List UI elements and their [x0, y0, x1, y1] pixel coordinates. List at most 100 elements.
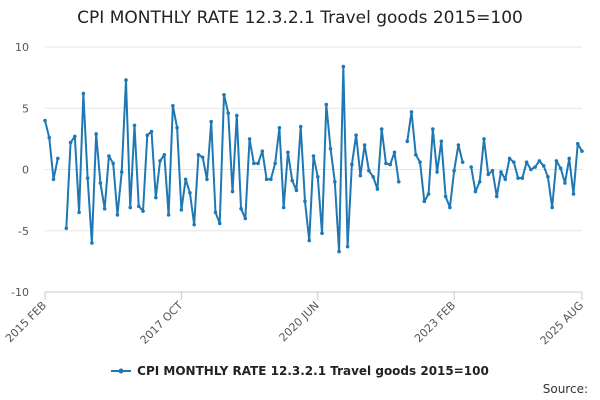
data-point — [516, 176, 520, 180]
data-point — [90, 241, 94, 245]
data-point — [260, 149, 265, 153]
data-point — [162, 153, 167, 157]
data-point — [128, 205, 133, 210]
data-point — [362, 143, 367, 147]
chart-title: CPI MONTHLY RATE 12.3.2.1 Travel goods 2… — [77, 8, 523, 28]
legend-label: CPI MONTHLY RATE 12.3.2.1 Travel goods 2… — [137, 364, 489, 378]
data-point — [388, 162, 393, 167]
x-tick-label: 2023 FEB — [412, 299, 458, 345]
y-tick-label: 5 — [22, 102, 29, 115]
data-point — [571, 192, 576, 196]
data-point — [550, 205, 554, 210]
data-point — [452, 168, 456, 173]
data-point — [541, 164, 546, 168]
data-point — [507, 156, 512, 161]
data-point — [460, 160, 465, 164]
data-point — [209, 119, 214, 124]
data-point — [149, 129, 154, 134]
data-point — [575, 141, 580, 146]
series-line — [44, 120, 59, 181]
data-point — [68, 140, 73, 145]
data-point — [354, 133, 358, 137]
data-point — [141, 209, 145, 213]
data-point — [286, 150, 290, 155]
grid-lines — [45, 46, 582, 232]
data-point — [405, 139, 410, 144]
data-point — [264, 177, 269, 182]
y-tick-label: -5 — [18, 225, 29, 238]
legend: CPI MONTHLY RATE 12.3.2.1 Travel goods 2… — [0, 364, 600, 379]
data-point — [252, 161, 256, 166]
data-point — [200, 155, 205, 160]
data-point — [154, 195, 158, 200]
data-point — [337, 249, 341, 254]
data-point — [145, 133, 150, 137]
data-point — [222, 92, 226, 97]
data-point — [563, 181, 567, 185]
data-point — [273, 161, 277, 166]
data-point — [345, 244, 350, 249]
data-point — [175, 126, 179, 130]
data-point — [179, 208, 184, 212]
data-point — [324, 102, 329, 107]
data-point — [580, 149, 584, 153]
data-point — [554, 159, 559, 163]
data-point — [320, 231, 324, 235]
data-point — [281, 205, 286, 210]
data-point — [47, 135, 52, 140]
data-point — [533, 165, 537, 169]
data-point — [171, 104, 175, 108]
x-tick-label: 2020 JUN — [277, 299, 322, 344]
data-point — [371, 175, 375, 179]
y-axis: 10 5 0 -5 -10 — [11, 41, 29, 299]
data-point — [81, 91, 86, 96]
data-point — [102, 206, 107, 211]
data-point — [367, 168, 371, 173]
data-point — [333, 179, 337, 184]
data-point — [431, 127, 435, 131]
y-tick-label: 10 — [15, 41, 29, 54]
data-point — [217, 221, 222, 226]
data-point — [422, 199, 427, 204]
data-point — [277, 126, 282, 130]
data-point — [546, 175, 550, 179]
data-point — [311, 154, 316, 158]
data-point — [558, 166, 563, 171]
data-point — [226, 111, 231, 115]
data-point — [469, 165, 473, 169]
data-point — [529, 167, 533, 172]
data-point — [482, 137, 486, 141]
data-point — [98, 181, 103, 185]
data-point — [512, 160, 516, 164]
series-group — [43, 64, 584, 254]
data-point — [158, 159, 162, 163]
data-point — [213, 210, 218, 215]
data-point — [115, 213, 120, 217]
data-point — [567, 156, 572, 161]
x-tick-label: 2025 AUG — [538, 299, 587, 348]
data-point — [409, 110, 414, 114]
data-point — [119, 170, 124, 174]
data-point — [439, 139, 444, 144]
data-point — [294, 188, 299, 193]
data-point — [247, 137, 252, 141]
data-point — [234, 113, 239, 118]
data-point — [192, 222, 196, 227]
data-point — [328, 146, 333, 151]
data-point — [239, 206, 243, 211]
data-point — [94, 132, 98, 136]
data-point — [384, 161, 388, 166]
y-tick-label: 0 — [22, 164, 29, 177]
data-point — [426, 192, 431, 196]
data-point — [51, 177, 56, 182]
data-point — [537, 159, 542, 163]
data-point — [456, 143, 461, 147]
data-point — [111, 161, 115, 166]
data-point — [73, 134, 77, 139]
data-point — [85, 176, 90, 180]
x-tick-label: 2017 OCT — [138, 299, 186, 347]
data-point — [375, 187, 380, 191]
source-label: Source: — [542, 382, 588, 396]
data-point — [494, 194, 499, 199]
